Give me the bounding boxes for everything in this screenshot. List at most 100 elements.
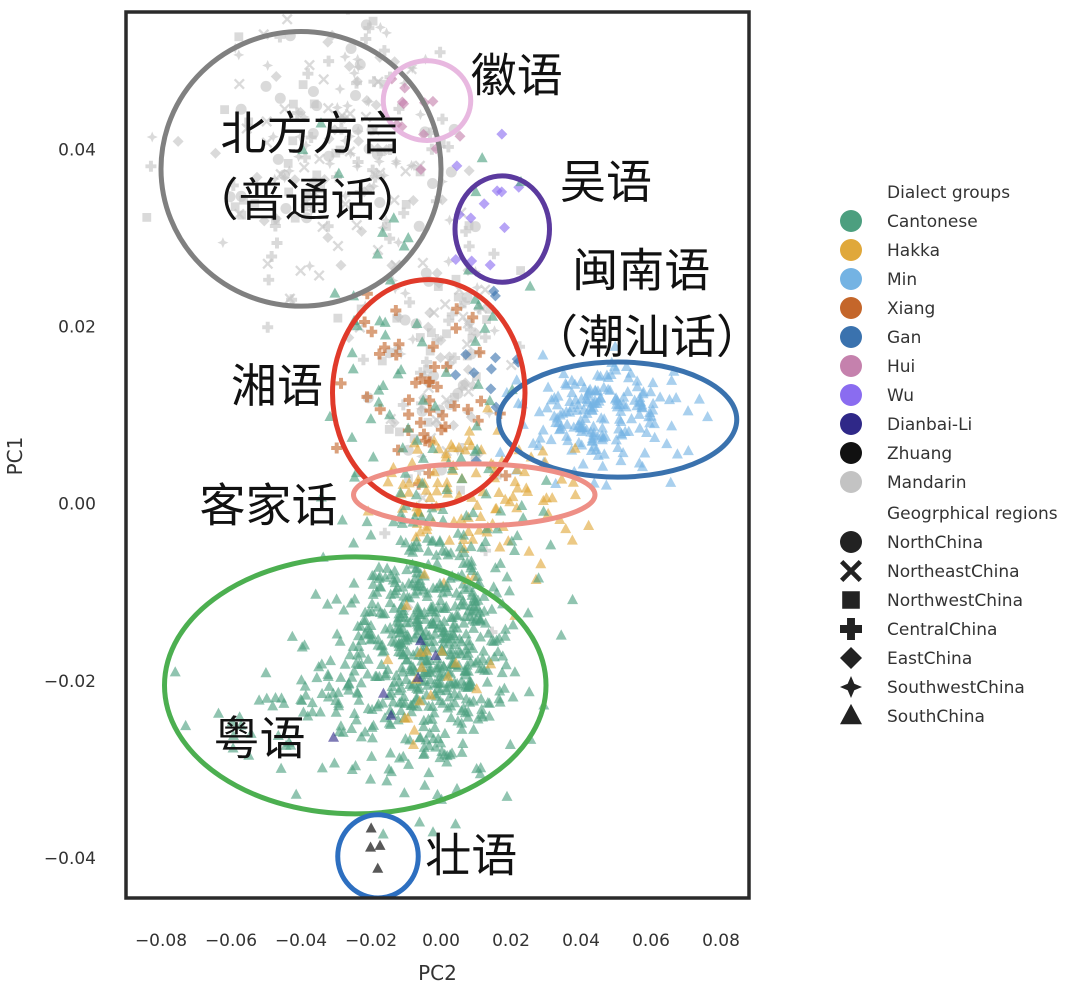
data-point-cantonese	[468, 622, 480, 633]
data-point-cantonese	[441, 749, 453, 761]
data-point-mandarin	[363, 143, 375, 155]
data-point-cantonese	[331, 593, 343, 604]
data-point-cantonese	[339, 658, 351, 669]
legend-label-cantonese: Cantonese	[887, 212, 978, 232]
data-point-min	[566, 374, 578, 385]
data-point-cantonese	[169, 666, 181, 677]
data-point-hakka	[424, 491, 436, 502]
data-point-hakka	[382, 476, 394, 487]
data-point-cantonese	[401, 654, 413, 665]
data-point-mandarin	[302, 68, 314, 80]
data-point-xiang	[392, 444, 404, 456]
data-point-cantonese	[430, 549, 442, 560]
data-point-min	[636, 460, 648, 472]
data-point-mandarin	[344, 130, 356, 142]
data-point-min	[645, 386, 657, 397]
y-tick-label: 0.00	[58, 495, 96, 515]
data-point-hakka	[407, 738, 419, 750]
data-point-min	[494, 446, 506, 457]
data-point-mandarin	[233, 78, 245, 90]
data-point-min	[654, 391, 666, 402]
data-point-wu	[478, 198, 490, 210]
data-point-cantonese	[411, 434, 423, 445]
data-point-mandarin	[414, 367, 426, 379]
data-point-mandarin	[393, 103, 405, 115]
data-point-cantonese	[441, 483, 453, 494]
data-point-cantonese	[501, 790, 513, 801]
legend-label-centralchina: CentralChina	[887, 620, 997, 640]
data-point-cantonese	[350, 657, 362, 668]
data-point-xiang	[451, 303, 463, 315]
data-point-mandarin	[267, 131, 279, 143]
data-point-cantonese	[483, 462, 495, 474]
data-point-cantonese	[452, 610, 464, 621]
data-point-cantonese	[473, 299, 485, 310]
data-point-cantonese	[336, 514, 348, 525]
data-point-xiang	[449, 400, 461, 412]
cluster-ellipse	[330, 277, 528, 509]
data-point-cantonese	[418, 606, 430, 617]
data-point-mandarin	[413, 464, 425, 476]
data-point-cantonese	[423, 739, 435, 751]
data-point-cantonese	[467, 564, 479, 576]
data-point-cantonese	[509, 544, 521, 555]
data-point-mandarin	[289, 174, 301, 186]
data-point-hakka	[569, 442, 581, 453]
data-point-mandarin	[334, 83, 346, 95]
data-point-cantonese	[295, 674, 307, 685]
data-point-cantonese	[338, 604, 350, 615]
data-point-mandarin	[311, 100, 323, 112]
data-point-mandarin	[283, 165, 295, 177]
data-point-hakka	[493, 486, 505, 497]
legend-label-wu: Wu	[887, 386, 914, 406]
data-point-mandarin	[463, 386, 475, 398]
data-point-cantonese	[366, 750, 378, 761]
data-point-mandarin	[298, 80, 308, 90]
data-point-mandarin	[263, 274, 275, 286]
data-point-cantonese	[417, 394, 429, 405]
data-point-cantonese	[517, 512, 529, 523]
data-point-min	[600, 479, 612, 490]
data-point-mandarin	[416, 405, 428, 417]
data-point-cantonese	[453, 689, 465, 700]
data-point-cantonese	[346, 431, 358, 442]
data-point-cantonese	[322, 670, 334, 682]
data-point-hui	[398, 98, 410, 110]
data-point-cantonese	[376, 658, 388, 670]
data-point-min	[639, 447, 651, 458]
data-point-cantonese	[476, 152, 488, 163]
data-point-cantonese	[447, 627, 459, 638]
data-point-cantonese	[504, 738, 516, 749]
data-point-gan	[485, 363, 497, 375]
data-point-min	[551, 399, 563, 410]
data-point-cantonese	[433, 677, 445, 688]
data-point-xiang	[419, 435, 431, 447]
data-point-hakka	[535, 558, 547, 569]
data-point-min	[576, 422, 588, 433]
data-point-mandarin	[392, 236, 404, 248]
data-point-wu	[499, 222, 511, 234]
data-point-mandarin	[336, 110, 348, 122]
data-point-cantonese	[270, 691, 282, 703]
data-point-mandarin	[457, 311, 469, 323]
x-tick-label: −0.02	[345, 931, 397, 951]
data-point-cantonese	[449, 600, 461, 611]
data-point-mandarin	[261, 116, 273, 128]
data-point-cantonese	[424, 618, 436, 629]
data-point-cantonese	[427, 826, 439, 837]
data-point-mandarin	[455, 300, 467, 312]
legend-label-southwestchina: SouthwestChina	[887, 678, 1025, 698]
data-point-min	[553, 417, 565, 428]
data-point-mandarin	[280, 202, 292, 214]
data-point-mandarin	[351, 77, 363, 89]
data-point-cantonese	[467, 695, 479, 706]
data-point-cantonese	[425, 601, 437, 612]
data-point-cantonese	[261, 692, 273, 703]
legend-marker-cantonese	[840, 210, 862, 232]
data-point-wu	[484, 259, 496, 271]
data-point-cantonese	[367, 451, 379, 462]
data-point-wu	[496, 128, 508, 140]
data-point-mandarin	[407, 194, 419, 206]
legend-label-northchina: NorthChina	[887, 533, 983, 553]
data-point-min	[609, 340, 621, 351]
